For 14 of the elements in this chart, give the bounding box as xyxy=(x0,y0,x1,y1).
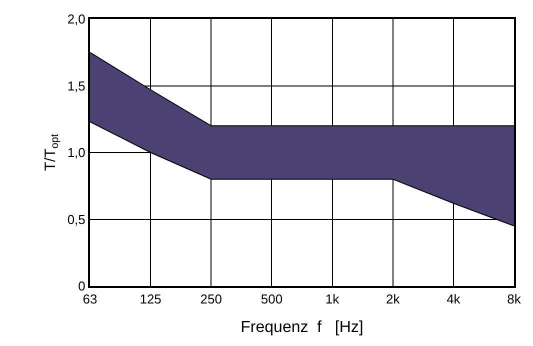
y-tick-label: 1,0 xyxy=(67,145,86,160)
y-tick-label: 1,5 xyxy=(67,78,86,94)
x-tick-label: 4k xyxy=(446,292,461,307)
x-tick-label: 8k xyxy=(507,292,522,307)
x-tick-label: 63 xyxy=(82,292,98,307)
x-tick-label: 250 xyxy=(200,292,222,307)
x-tick-label: 1k xyxy=(325,292,340,307)
y-tick-label: 0 xyxy=(78,278,86,294)
x-tick-label: 500 xyxy=(260,292,283,307)
x-axis-title: Frequenz f [Hz] xyxy=(240,318,364,336)
y-tick-label: 2,0 xyxy=(67,12,86,27)
y-tick-label: 0,5 xyxy=(67,212,86,227)
x-tick-label: 2k xyxy=(386,292,400,307)
x-tick-label: 125 xyxy=(140,292,162,307)
